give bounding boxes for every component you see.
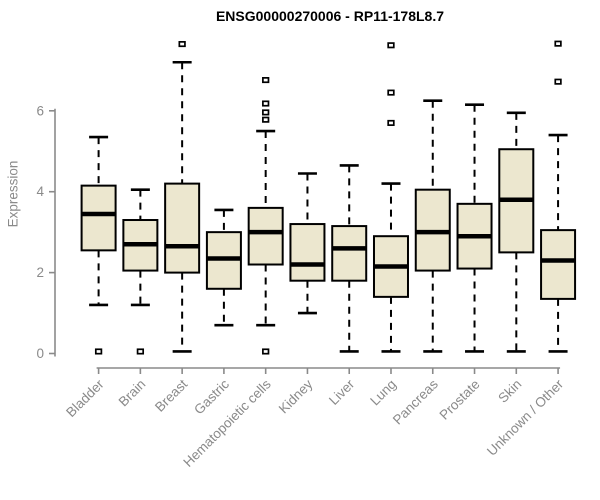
outlier-point xyxy=(262,348,270,355)
x-tick-label-breast: Breast xyxy=(152,376,190,414)
outlier-point xyxy=(387,89,395,96)
x-tick-label-skin: Skin xyxy=(495,377,524,406)
iqr-box xyxy=(289,223,326,282)
box-bladder xyxy=(80,135,117,355)
x-tick-label-liver: Liver xyxy=(326,376,358,408)
box-pancreas xyxy=(414,99,451,353)
outlier-point xyxy=(262,77,270,84)
x-tick-label-lung: Lung xyxy=(367,377,399,409)
x-tick-label-gastric: Gastric xyxy=(191,376,232,417)
x-tick-label-kidney: Kidney xyxy=(276,376,316,416)
outlier-point xyxy=(554,40,562,47)
box-brain xyxy=(122,188,159,355)
box-breast xyxy=(164,41,201,353)
outlier-point xyxy=(178,41,186,48)
iqr-box xyxy=(247,206,284,266)
outlier-point xyxy=(136,348,145,355)
outlier-point xyxy=(262,116,270,123)
box-prostate xyxy=(456,103,493,353)
box-kidney xyxy=(289,172,326,315)
chart-title: ENSG00000270006 - RP11-178L8.7 xyxy=(215,8,445,24)
box-unknown-other xyxy=(540,40,577,353)
x-tick-label-unknown-other: Unknown / Other xyxy=(484,376,567,459)
y-tick-label: 0 xyxy=(36,346,44,361)
y-tick-label: 4 xyxy=(36,184,44,199)
box-gastric xyxy=(205,208,242,327)
y-tick-label: 6 xyxy=(36,103,44,118)
iqr-box xyxy=(80,184,117,252)
x-tick-label-pancreas: Pancreas xyxy=(390,376,441,427)
outlier-point xyxy=(554,78,562,85)
box-liver xyxy=(331,164,368,353)
x-tick-label-prostate: Prostate xyxy=(436,377,482,423)
x-tick-label-bladder: Bladder xyxy=(63,376,107,420)
x-tick-label-brain: Brain xyxy=(116,377,149,410)
iqr-box xyxy=(331,225,368,282)
box-lung xyxy=(372,42,409,353)
outlier-point xyxy=(262,100,270,107)
outlier-point xyxy=(387,42,395,49)
outlier-point xyxy=(387,119,395,126)
outlier-point xyxy=(262,109,270,116)
y-tick-label: 2 xyxy=(36,265,44,280)
box-hematopoietic-cells xyxy=(247,77,284,355)
box-skin xyxy=(498,111,535,353)
iqr-box xyxy=(164,182,201,274)
outlier-point xyxy=(94,348,103,355)
iqr-box xyxy=(540,229,577,300)
